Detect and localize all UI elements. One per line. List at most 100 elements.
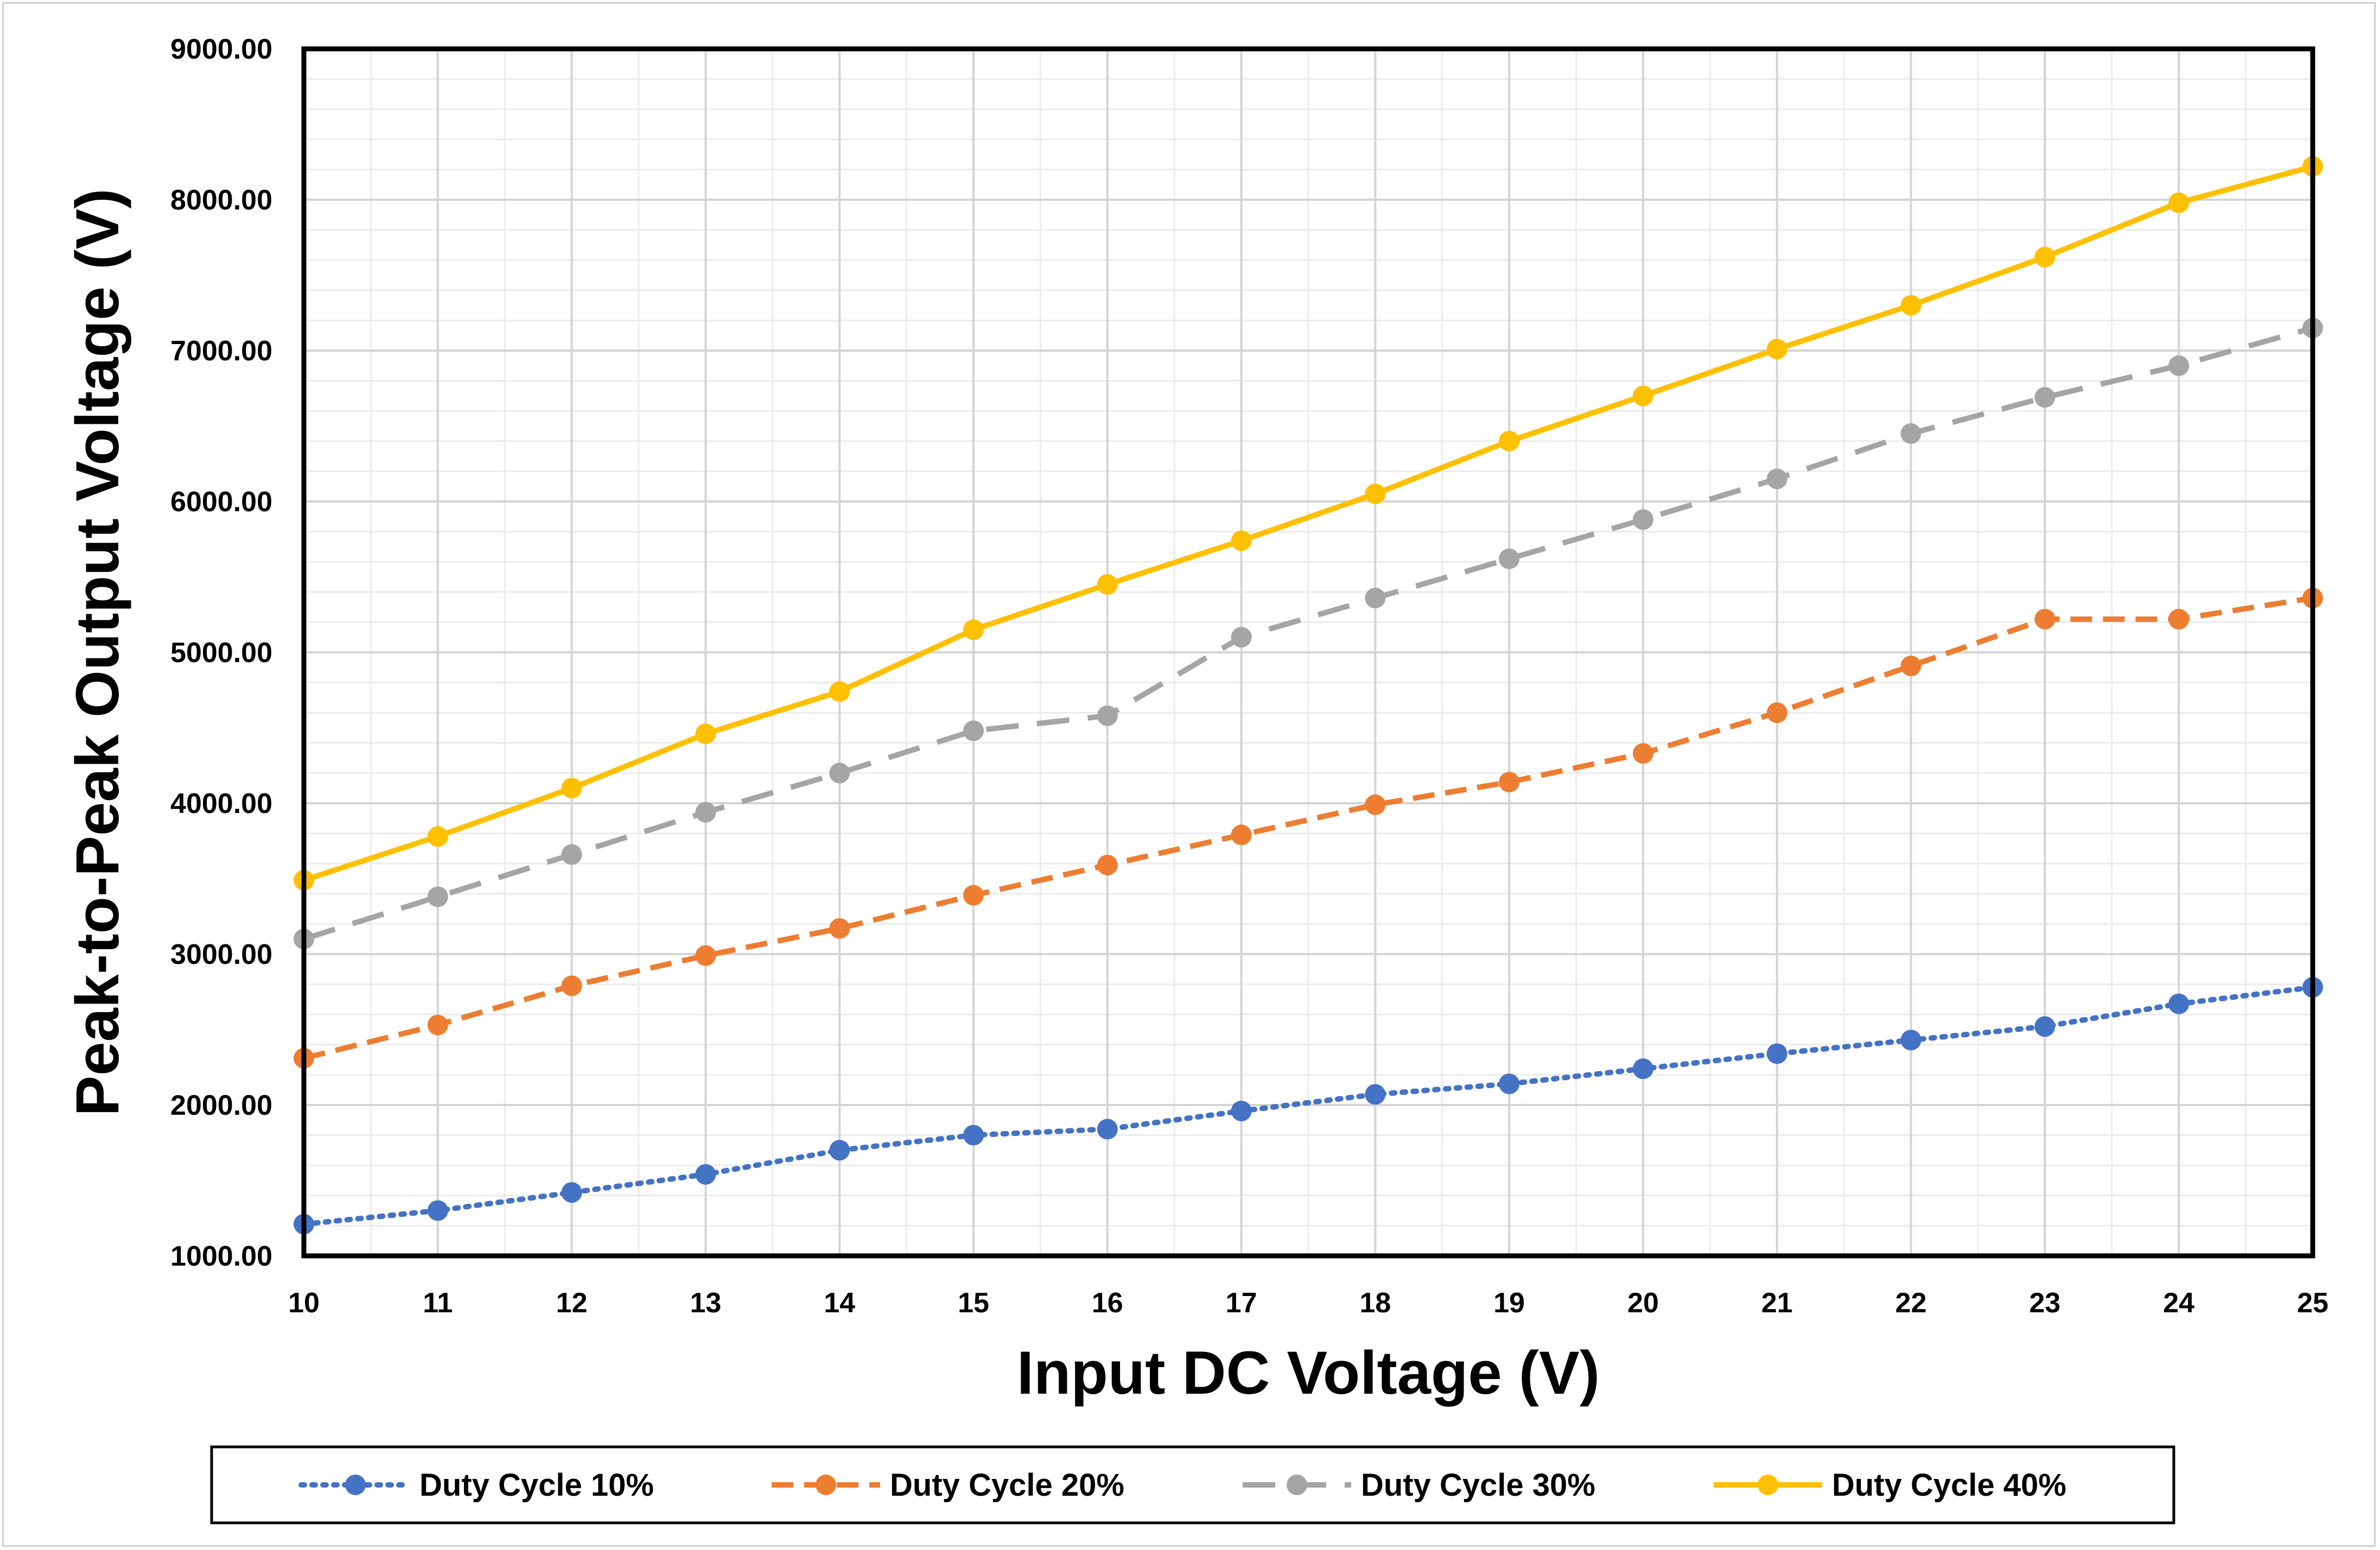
legend-box — [210, 1445, 2175, 1524]
data-point — [2168, 608, 2190, 630]
data-point — [963, 1125, 984, 1146]
y-tick-label: 3000.00 — [170, 939, 272, 970]
x-tick-label: 19 — [1493, 1287, 1525, 1319]
legend-label: Duty Cycle 30% — [1361, 1468, 1595, 1503]
data-point — [2034, 387, 2056, 408]
legend-label: Duty Cycle 40% — [1832, 1468, 2066, 1503]
series-line — [303, 595, 2313, 1061]
data-point — [1633, 1058, 1653, 1079]
x-tick-label: 15 — [958, 1287, 989, 1319]
x-tick-label: 11 — [423, 1287, 453, 1319]
data-point — [1900, 1030, 1921, 1051]
data-point — [829, 681, 850, 702]
legend-label: Duty Cycle 20% — [890, 1468, 1124, 1503]
y-tick-label: 5000.00 — [170, 637, 272, 669]
y-tick-label: 4000.00 — [170, 788, 272, 820]
y-axis-tick-labels: 1000.00 2000.00 3000.00 4000.00 5000.00 6000.… — [170, 34, 272, 1272]
data-point — [695, 1164, 716, 1185]
data-point — [1097, 705, 1118, 726]
x-axis-title: Input DC Voltage (V) — [1017, 1339, 1600, 1407]
data-point — [1766, 702, 1787, 723]
data-point — [1231, 530, 1252, 551]
data-point — [2034, 246, 2056, 268]
x-tick-label: 10 — [288, 1287, 320, 1319]
legend-item: Duty Cycle 10% — [298, 1468, 654, 1503]
data-point — [1365, 587, 1386, 608]
y-tick-label: 6000.00 — [170, 486, 272, 518]
series-line — [301, 984, 2315, 1227]
data-point — [1633, 385, 1653, 406]
data-point — [1231, 1101, 1252, 1122]
legend-item: Duty Cycle 30% — [1243, 1468, 1595, 1503]
data-point — [1499, 430, 1520, 452]
x-tick-label: 18 — [1359, 1287, 1391, 1319]
data-point — [1499, 1073, 1520, 1095]
series-line — [303, 164, 2314, 883]
data-point — [1900, 295, 1921, 316]
data-point — [1365, 1084, 1386, 1105]
data-point — [695, 723, 716, 745]
legend-swatch-marker — [1287, 1475, 1307, 1495]
x-tick-label: 12 — [556, 1287, 588, 1319]
data-point — [1365, 794, 1386, 815]
data-point — [963, 720, 984, 741]
data-point — [1097, 854, 1118, 875]
data-point — [829, 918, 850, 939]
x-tick-label: 13 — [690, 1287, 721, 1319]
x-tick-label: 20 — [1627, 1287, 1659, 1319]
data-point — [963, 619, 984, 640]
data-point — [561, 975, 582, 996]
x-tick-label: 21 — [1761, 1287, 1793, 1319]
data-point — [1633, 509, 1653, 530]
x-tick-label: 23 — [2029, 1287, 2060, 1319]
data-point — [561, 844, 582, 865]
x-tick-label: 25 — [2297, 1287, 2328, 1319]
series-line — [303, 325, 2314, 942]
data-point — [427, 1014, 448, 1036]
x-tick-label: 16 — [1092, 1287, 1123, 1319]
data-point — [1499, 548, 1520, 569]
legend-item: Duty Cycle 40% — [1714, 1468, 2066, 1503]
plot-area-border — [301, 46, 2315, 1259]
data-point — [1766, 339, 1787, 360]
data-point — [2034, 608, 2056, 630]
data-point — [427, 1200, 448, 1221]
y-tick-label: 8000.00 — [170, 185, 272, 216]
data-point — [2168, 993, 2190, 1014]
data-point — [1365, 484, 1386, 505]
data-point — [1231, 824, 1252, 846]
legend-swatch-marker — [345, 1475, 366, 1495]
data-point — [427, 826, 448, 847]
data-point — [1766, 1043, 1787, 1064]
legend-item: Duty Cycle 20% — [772, 1468, 1124, 1503]
data-point — [427, 886, 448, 907]
x-axis-tick-labels: 10 11 12 13 14 15 16 17 18 19 20 21 22 23 24 25 — [288, 1287, 2328, 1319]
data-point — [1633, 743, 1653, 764]
y-tick-label: 9000.00 — [170, 34, 272, 65]
data-point — [1900, 656, 1921, 677]
data-point — [695, 802, 716, 823]
legend-label: Duty Cycle 10% — [419, 1468, 654, 1503]
y-axis-title: Peak-to-Peak Output Voltage (V) — [63, 188, 131, 1116]
data-point — [829, 763, 850, 784]
x-tick-label: 14 — [824, 1287, 855, 1319]
data-point — [2168, 355, 2190, 376]
data-point — [695, 945, 716, 966]
series-lines — [301, 164, 2315, 1227]
legend-swatch-marker — [816, 1475, 836, 1495]
data-point — [1097, 1119, 1118, 1140]
y-tick-label: 7000.00 — [170, 335, 272, 367]
data-point — [2034, 1016, 2056, 1037]
data-point — [1900, 423, 1921, 444]
data-point — [963, 885, 984, 906]
x-tick-label: 22 — [1895, 1287, 1927, 1319]
data-point — [829, 1140, 850, 1161]
legend: Duty Cycle 10% Duty Cycle 20% Duty Cycle 3… — [210, 1445, 2175, 1524]
x-tick-label: 24 — [2163, 1287, 2194, 1319]
data-point — [1766, 468, 1787, 490]
data-point — [2168, 192, 2190, 213]
legend-swatch-marker — [1758, 1475, 1778, 1495]
y-tick-label: 2000.00 — [170, 1090, 272, 1121]
